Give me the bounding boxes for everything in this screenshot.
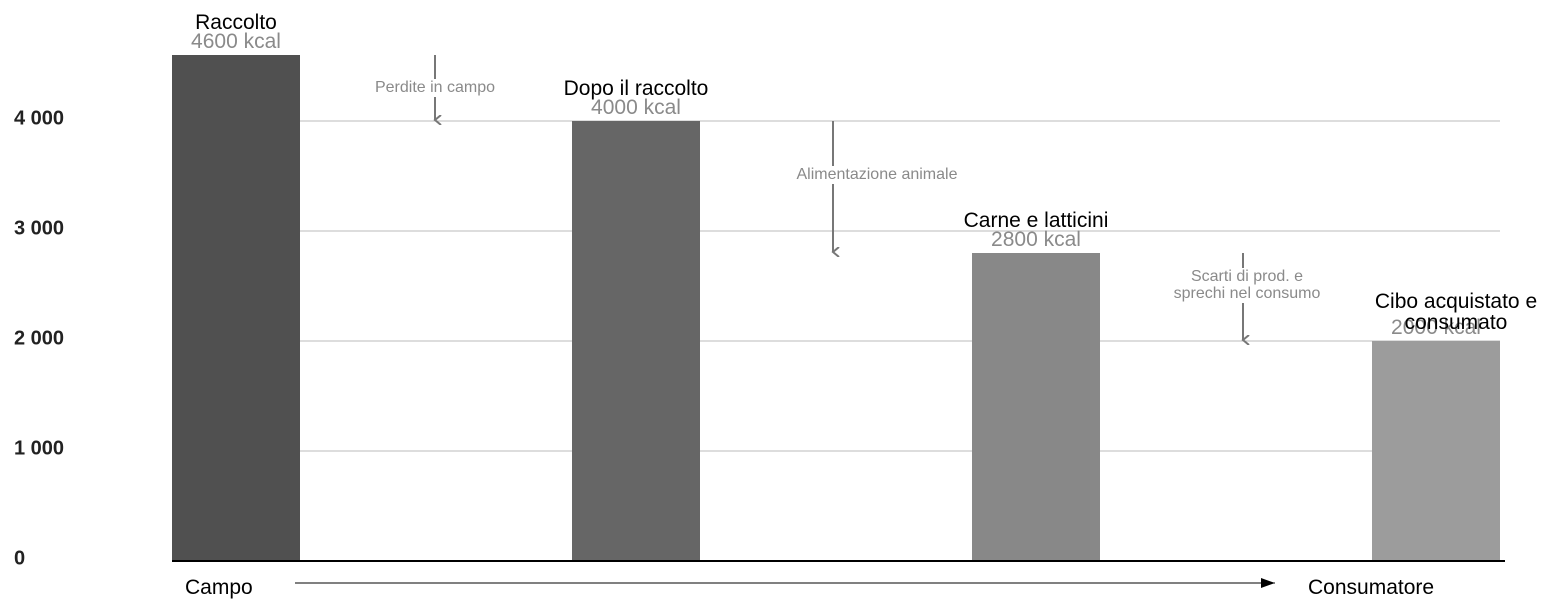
annotation: Alimentazione animale	[777, 166, 977, 184]
category-label: Raccolto	[195, 11, 277, 34]
y-tick-label: 0	[14, 547, 25, 569]
y-tick-label: 4 000	[14, 107, 64, 129]
x-start-label: Campo	[185, 576, 253, 599]
category-label: Cibo acquistato e consumato	[1374, 290, 1538, 334]
y-tick-label: 1 000	[14, 437, 64, 459]
y-tick-label: 3 000	[14, 217, 64, 239]
bar	[172, 55, 300, 561]
bar	[972, 253, 1100, 561]
bar	[1372, 341, 1500, 561]
category-label: Dopo il raccolto	[563, 77, 709, 100]
y-tick-label: 2 000	[14, 327, 64, 349]
value-label: 2800 kcal	[991, 228, 1081, 251]
annotation: Scarti di prod. e sprechi nel consumo	[1167, 267, 1327, 303]
value-label: 4000 kcal	[591, 96, 681, 119]
value-label: 4600 kcal	[191, 30, 281, 53]
value-label: 2000 kcal	[1391, 316, 1481, 339]
bar	[572, 121, 700, 561]
annotation: Perdite in campo	[370, 79, 500, 97]
category-label: Carne e latticini	[963, 209, 1109, 232]
x-end-label: Consumatore	[1308, 576, 1435, 599]
